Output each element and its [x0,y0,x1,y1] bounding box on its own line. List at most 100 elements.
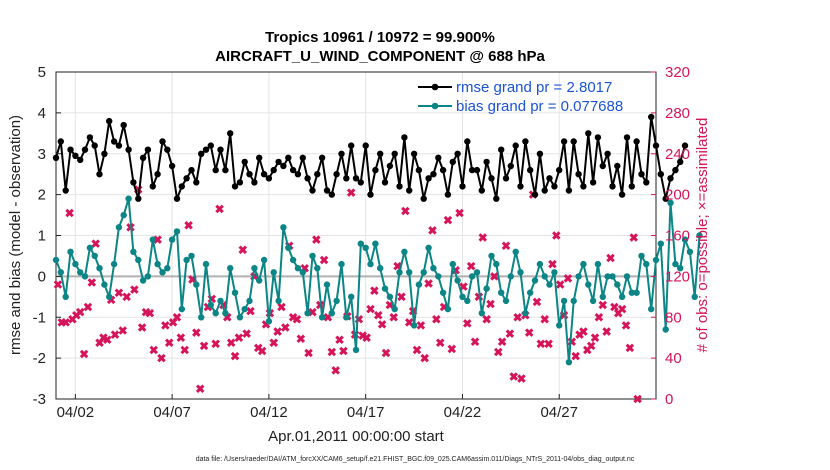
rmse-series [52,113,689,202]
rmse-point [227,130,234,137]
bias-point [628,289,635,296]
obs-count-point [455,208,464,218]
x-axis-label: Apr.01,2011 00:00:00 start [268,428,445,445]
obs-mark-stroke [377,320,387,329]
obs-mark-stroke [137,323,147,332]
rmse-point [173,195,181,202]
bias-point [473,269,481,276]
obs-mark-stroke [366,304,375,314]
obs-count-point [381,348,391,358]
obs-mark-stroke [621,321,631,330]
bias-point [652,256,660,264]
rmse-point [207,142,214,149]
obs-count-point [145,308,155,318]
obs-count-point [226,338,236,348]
obs-count-point [230,351,240,361]
rmse-point [57,138,64,145]
obs-count-point [277,302,286,312]
rmse-point [478,187,485,194]
bias-point [168,236,176,243]
rmse-point [222,166,229,174]
rmse-point [299,154,306,161]
obs-count-point [401,206,410,216]
bias-point [677,265,684,272]
obs-mark-stroke [145,308,155,318]
rmse-point [643,179,650,186]
bias-point [589,297,597,305]
obs-count-point [153,235,162,244]
obs-count-point [397,292,406,302]
bias-point [207,301,214,309]
rmse-point [314,171,321,178]
obs-count-point [157,353,166,363]
rmse-point [333,171,340,178]
rmse-point [294,171,302,178]
obs-mark-stroke [319,255,329,265]
obs-mark-stroke [563,274,573,283]
obs-mark-stroke [443,215,453,225]
obs-mark-stroke [517,374,526,383]
rmse-point [86,134,94,141]
bias-point [468,273,476,280]
rmse-point [396,183,403,190]
obs-mark-stroke [157,353,166,363]
rmse-point [657,171,664,178]
obs-count-point [304,348,313,358]
rmse-point [618,191,626,198]
obs-mark-stroke [331,366,340,375]
obs-count-point [377,320,387,329]
rmse-point [246,171,253,178]
obs-count-point [606,253,615,263]
obs-mark-stroke [346,188,356,197]
bias-point [52,256,60,264]
obs-count-point [540,315,549,324]
rmse-point [72,152,79,159]
chart-title: Tropics 10961 / 10972 = 99.900% [265,29,495,46]
obs-mark-stroke [234,333,244,342]
bias-point [686,248,694,255]
obs-mark-stroke [211,339,220,349]
obs-count-point [164,338,174,348]
bias-point [623,273,631,280]
obs-count-point [161,321,170,330]
bias-point [352,346,360,354]
bias-point [367,260,374,268]
rmse-point [217,146,224,153]
obs-count-point [432,315,441,324]
obs-mark-stroke [571,351,580,361]
bias-point [198,314,205,321]
bias-point [657,240,664,247]
obs-mark-stroke [586,341,596,351]
obs-count-point [517,374,526,383]
bias-point [570,297,577,305]
x-tick-label: 04/12 [250,404,288,421]
bias-point [633,289,640,296]
obs-mark-stroke [238,245,248,255]
obs-mark-stroke [412,345,422,355]
obs-mark-stroke [161,321,170,330]
bias-point [478,310,485,317]
obs-mark-stroke [53,280,63,289]
obs-mark-stroke [373,310,383,320]
rmse-point [483,158,490,166]
bias-point [401,248,408,255]
rmse-point [135,195,142,202]
rmse-point [599,162,606,170]
obs-mark-stroke [389,312,399,322]
rmse-point [377,150,384,157]
obs-mark-stroke [65,208,74,218]
bias-point [599,293,606,300]
rmse-point [318,154,326,161]
obs-count-point [339,346,348,356]
bias-point [415,281,423,288]
rmse-point [681,142,689,149]
bias-point [648,305,655,313]
bias-point [565,359,573,366]
bias-point [377,265,384,272]
obs-mark-stroke [246,306,255,316]
bias-point [420,269,427,276]
bias-point [580,260,587,268]
obs-count-point [610,302,619,312]
obs-count-point [428,226,437,235]
